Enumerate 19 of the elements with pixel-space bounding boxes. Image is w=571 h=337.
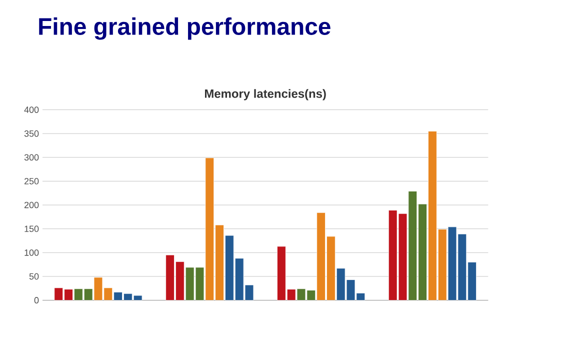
- bar: [54, 288, 64, 300]
- y-tick-label: 150: [24, 226, 39, 232]
- y-tick-label: 300: [24, 154, 39, 161]
- bar: [64, 289, 73, 300]
- bar: [277, 246, 286, 300]
- y-tick-label: 200: [24, 202, 39, 208]
- y-tick-label: 350: [24, 130, 39, 137]
- y-tick-label: 100: [24, 249, 39, 256]
- chart-title: Fine grained performance: [39, 17, 330, 40]
- y-tick-label: 50: [29, 273, 39, 280]
- bar: [418, 204, 427, 300]
- y-tick-label: 250: [24, 178, 39, 184]
- chart-subtitle: Memory latencies(ns): [205, 89, 326, 100]
- bar: [468, 262, 476, 300]
- bar: [176, 261, 184, 300]
- y-tick-label: 0: [34, 297, 39, 304]
- bar: [166, 254, 174, 300]
- bar: [74, 288, 83, 300]
- y-tick-label: 400: [24, 106, 39, 113]
